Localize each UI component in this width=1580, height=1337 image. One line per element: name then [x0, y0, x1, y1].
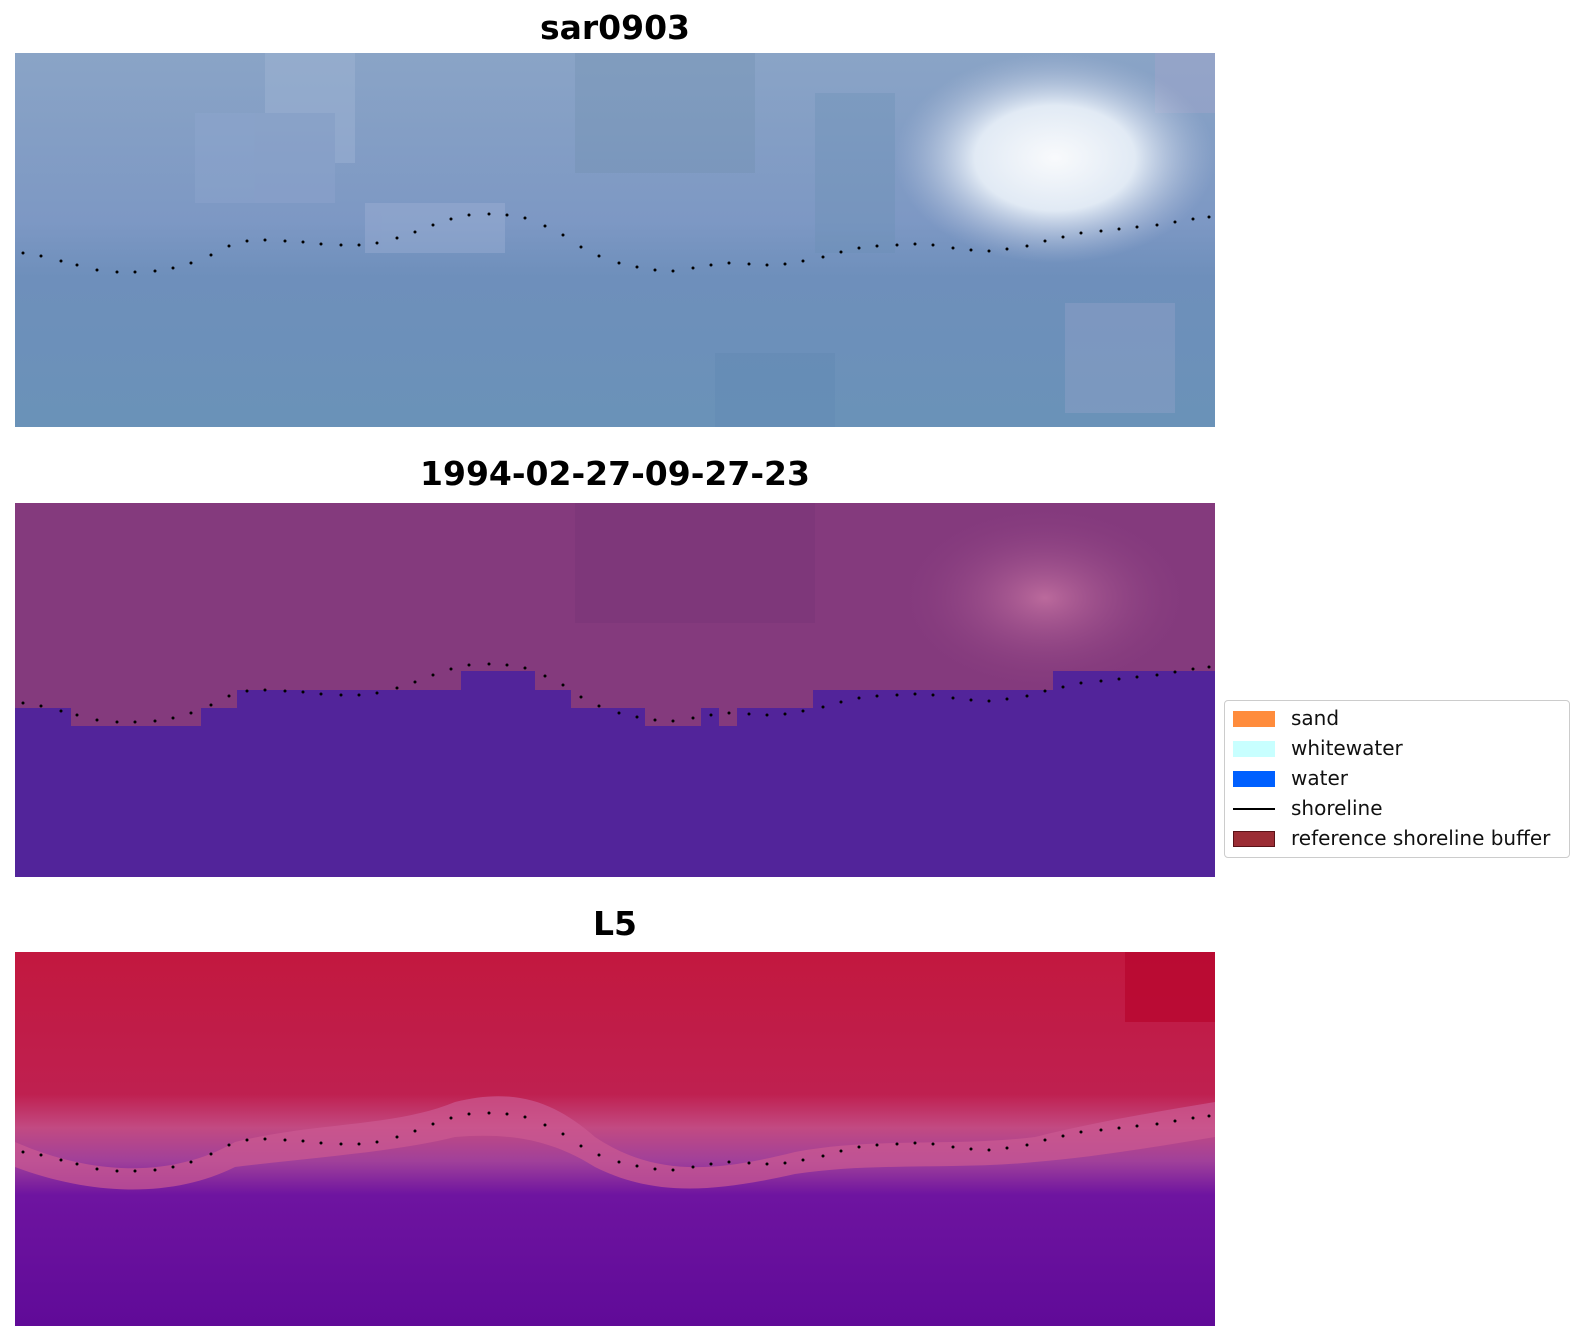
transition-band: [15, 1096, 1215, 1190]
panel-title-3: L5: [593, 904, 637, 943]
index-image: [15, 952, 1215, 1326]
water-region: [15, 671, 1215, 877]
legend-item-whitewater: whitewater: [1225, 733, 1569, 763]
legend-label-water: water: [1291, 766, 1348, 790]
image-panel-index: [15, 952, 1215, 1326]
legend-item-sand: sand: [1225, 703, 1569, 733]
legend-item-shoreline: shoreline: [1225, 793, 1569, 823]
legend-item-water: water: [1225, 763, 1569, 793]
whitewater-swatch: [1233, 741, 1275, 757]
panel-title-1: sar0903: [539, 8, 691, 47]
legend-label-whitewater: whitewater: [1291, 736, 1403, 760]
panel-title-2: 1994-02-27-09-27-23: [420, 454, 810, 493]
shoreline-points: [21, 1111, 1211, 1173]
shoreline-line-swatch: [1233, 808, 1275, 810]
legend: sand whitewater water shoreline referenc…: [1224, 700, 1570, 858]
water-swatch: [1233, 771, 1275, 787]
image-panel-classified: [15, 503, 1215, 877]
rgb-image: [15, 53, 1215, 427]
classified-image: [15, 503, 1215, 877]
shoreline-points: [21, 662, 1211, 724]
legend-label-shoreline: shoreline: [1291, 796, 1383, 820]
shoreline-points: [21, 212, 1211, 274]
legend-label-reference-buffer: reference shoreline buffer: [1291, 826, 1551, 850]
image-panel-rgb: [15, 53, 1215, 427]
sand-swatch: [1233, 711, 1275, 727]
legend-label-sand: sand: [1291, 706, 1340, 730]
legend-item-reference-buffer: reference shoreline buffer: [1225, 823, 1569, 853]
reference-buffer-swatch: [1233, 831, 1275, 847]
